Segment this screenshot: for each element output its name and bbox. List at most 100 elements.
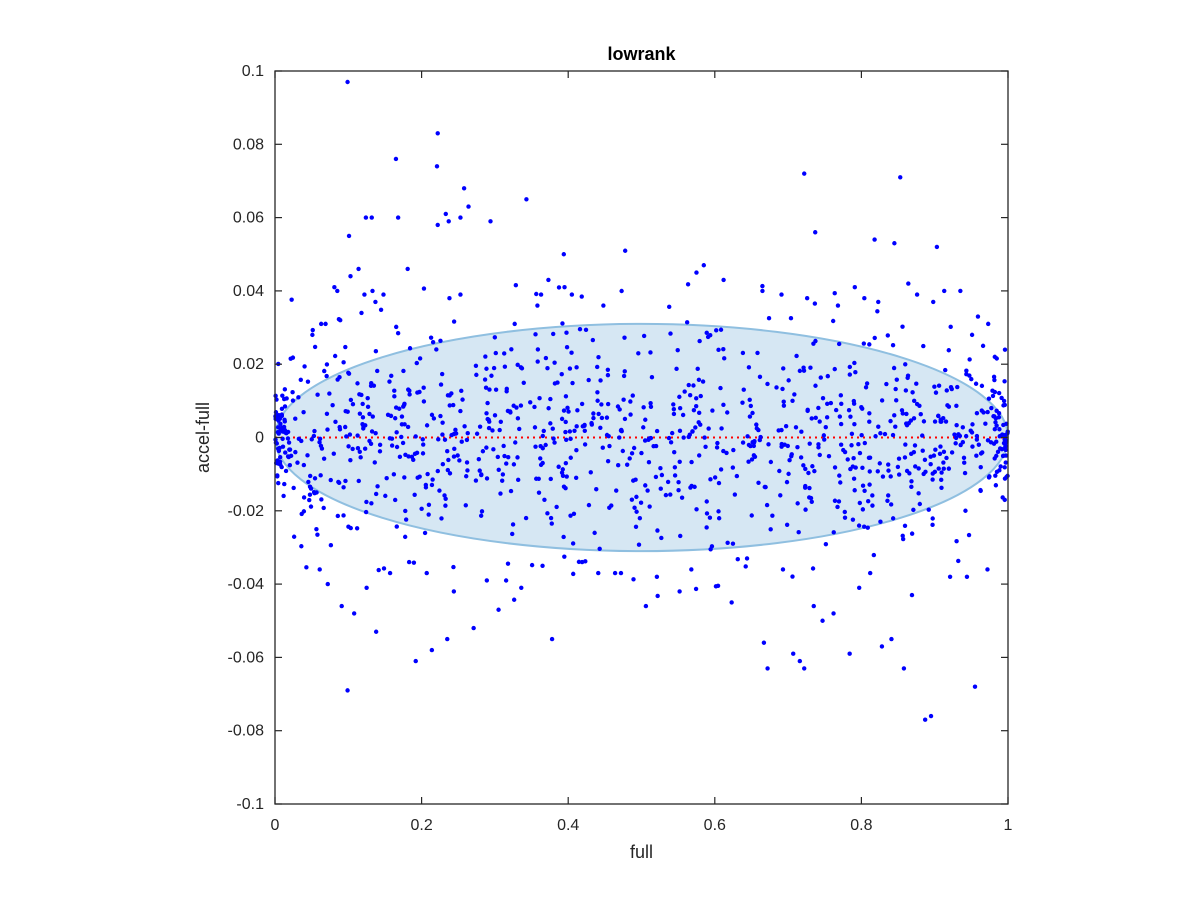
data-point <box>534 476 539 481</box>
data-point <box>768 527 773 532</box>
data-point <box>332 353 338 359</box>
data-point <box>407 392 412 397</box>
data-point <box>282 404 288 409</box>
data-point <box>714 445 720 450</box>
data-point <box>847 651 852 656</box>
x-tick-label: 1 <box>1004 817 1013 834</box>
data-point <box>600 445 605 450</box>
data-point <box>307 484 313 489</box>
data-point <box>552 440 557 445</box>
data-point <box>928 461 933 467</box>
data-point <box>894 377 899 382</box>
data-point <box>315 532 320 537</box>
data-point <box>519 585 524 590</box>
data-point <box>839 401 844 406</box>
data-point <box>847 372 853 377</box>
data-point <box>564 330 569 335</box>
y-tick-label: -0.08 <box>228 723 265 740</box>
data-point <box>605 372 611 378</box>
data-point <box>596 411 601 417</box>
data-point <box>595 390 600 395</box>
data-point <box>648 404 654 409</box>
data-point <box>463 474 469 479</box>
data-point <box>877 461 882 466</box>
data-point <box>730 541 736 546</box>
data-point <box>911 398 917 404</box>
data-point <box>504 461 509 466</box>
data-point <box>746 365 752 370</box>
data-point <box>853 465 858 470</box>
data-point <box>853 369 858 375</box>
data-point <box>445 636 450 642</box>
data-point <box>403 452 408 458</box>
data-point <box>310 327 315 333</box>
data-point <box>281 493 286 499</box>
data-point <box>355 446 361 451</box>
data-point <box>364 585 369 590</box>
data-point <box>802 171 807 176</box>
data-point <box>426 502 432 508</box>
data-point <box>803 466 808 472</box>
data-point <box>548 421 553 426</box>
data-point <box>434 164 440 169</box>
data-point <box>750 410 755 416</box>
data-point <box>942 288 947 294</box>
data-point <box>852 285 858 290</box>
y-tick-label: 0.02 <box>233 356 264 373</box>
data-point <box>986 475 992 480</box>
data-point <box>928 713 934 719</box>
data-point <box>295 460 300 465</box>
data-point <box>538 456 543 461</box>
data-point <box>672 473 678 478</box>
data-point <box>786 378 791 383</box>
data-point <box>480 449 486 454</box>
data-point <box>549 521 554 526</box>
data-point <box>691 383 696 388</box>
data-point <box>813 230 818 235</box>
data-point <box>835 504 840 510</box>
data-point <box>312 490 317 496</box>
data-point <box>852 360 857 366</box>
data-point <box>679 495 685 500</box>
data-point <box>857 450 863 456</box>
data-point <box>514 405 519 410</box>
data-point <box>933 447 938 452</box>
data-point <box>561 408 567 413</box>
data-point <box>732 492 738 497</box>
data-point <box>517 426 522 432</box>
data-point <box>872 237 877 242</box>
data-point <box>562 554 567 559</box>
data-point <box>545 366 550 371</box>
data-point <box>339 603 344 609</box>
data-point <box>445 467 451 473</box>
data-point <box>696 377 702 382</box>
data-point <box>647 504 652 509</box>
data-point <box>675 347 680 353</box>
data-point <box>599 402 604 407</box>
data-point <box>298 377 303 383</box>
data-point <box>373 491 379 497</box>
data-point <box>568 455 573 460</box>
data-point <box>614 488 619 493</box>
data-point <box>689 567 694 572</box>
data-point <box>505 561 511 566</box>
data-point <box>314 526 319 532</box>
data-point <box>898 175 903 180</box>
data-point <box>867 570 873 576</box>
data-point <box>399 434 404 440</box>
data-point <box>859 432 864 438</box>
data-point <box>536 490 542 495</box>
data-point <box>289 297 294 302</box>
data-point <box>677 405 683 411</box>
data-point <box>888 474 893 479</box>
data-point <box>641 425 646 430</box>
data-point <box>994 356 999 361</box>
data-point <box>842 515 848 520</box>
data-point <box>821 433 827 438</box>
data-point <box>931 453 937 458</box>
data-point <box>510 522 516 527</box>
data-point <box>328 477 333 483</box>
data-point <box>904 423 910 428</box>
data-point <box>808 495 814 501</box>
data-point <box>359 310 364 316</box>
